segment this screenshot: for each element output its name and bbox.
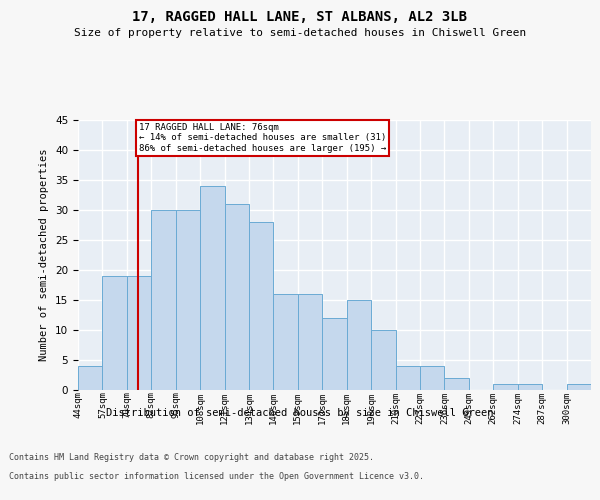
- Bar: [176, 210, 200, 390]
- Bar: [493, 384, 518, 390]
- Text: Contains public sector information licensed under the Open Government Licence v3: Contains public sector information licen…: [9, 472, 424, 481]
- Bar: [371, 330, 395, 390]
- Bar: [420, 366, 445, 390]
- Bar: [249, 222, 274, 390]
- Bar: [274, 294, 298, 390]
- Text: 17 RAGGED HALL LANE: 76sqm
← 14% of semi-detached houses are smaller (31)
86% of: 17 RAGGED HALL LANE: 76sqm ← 14% of semi…: [139, 123, 386, 153]
- Bar: [347, 300, 371, 390]
- Bar: [298, 294, 322, 390]
- Bar: [224, 204, 249, 390]
- Bar: [103, 276, 127, 390]
- Bar: [395, 366, 420, 390]
- Bar: [151, 210, 176, 390]
- Text: 17, RAGGED HALL LANE, ST ALBANS, AL2 3LB: 17, RAGGED HALL LANE, ST ALBANS, AL2 3LB: [133, 10, 467, 24]
- Bar: [200, 186, 224, 390]
- Text: Distribution of semi-detached houses by size in Chiswell Green: Distribution of semi-detached houses by …: [106, 408, 494, 418]
- Bar: [322, 318, 347, 390]
- Bar: [518, 384, 542, 390]
- Bar: [445, 378, 469, 390]
- Bar: [78, 366, 103, 390]
- Text: Contains HM Land Registry data © Crown copyright and database right 2025.: Contains HM Land Registry data © Crown c…: [9, 454, 374, 462]
- Text: Size of property relative to semi-detached houses in Chiswell Green: Size of property relative to semi-detach…: [74, 28, 526, 38]
- Bar: [127, 276, 151, 390]
- Y-axis label: Number of semi-detached properties: Number of semi-detached properties: [40, 149, 49, 361]
- Bar: [566, 384, 591, 390]
